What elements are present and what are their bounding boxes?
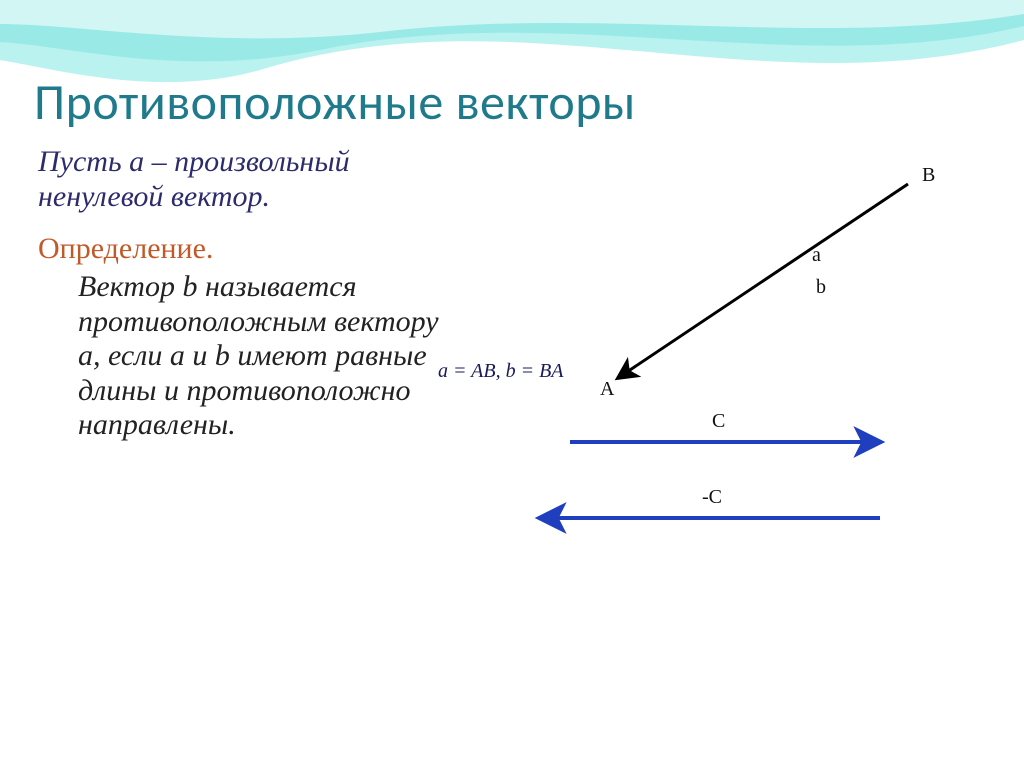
label-C: C <box>712 410 725 433</box>
label-a: a <box>812 244 821 267</box>
page-title: Противоположные векторы <box>34 72 636 133</box>
left-column: Пусть а – произвольный ненулевой вектор.… <box>38 145 458 443</box>
definition-label: Определение. <box>38 232 458 266</box>
label-A: A <box>600 378 614 401</box>
diagram-svg <box>480 140 1000 590</box>
label-minus-C: -C <box>702 486 722 509</box>
intro-text: Пусть а – произвольный ненулевой вектор. <box>38 145 458 214</box>
definition-body: Вектор b называется противоположным вект… <box>38 270 458 443</box>
label-B: B <box>922 164 935 187</box>
vector-diagram: B A a b C -C <box>480 140 1000 590</box>
label-b: b <box>816 276 826 299</box>
vector-ab <box>618 184 908 378</box>
